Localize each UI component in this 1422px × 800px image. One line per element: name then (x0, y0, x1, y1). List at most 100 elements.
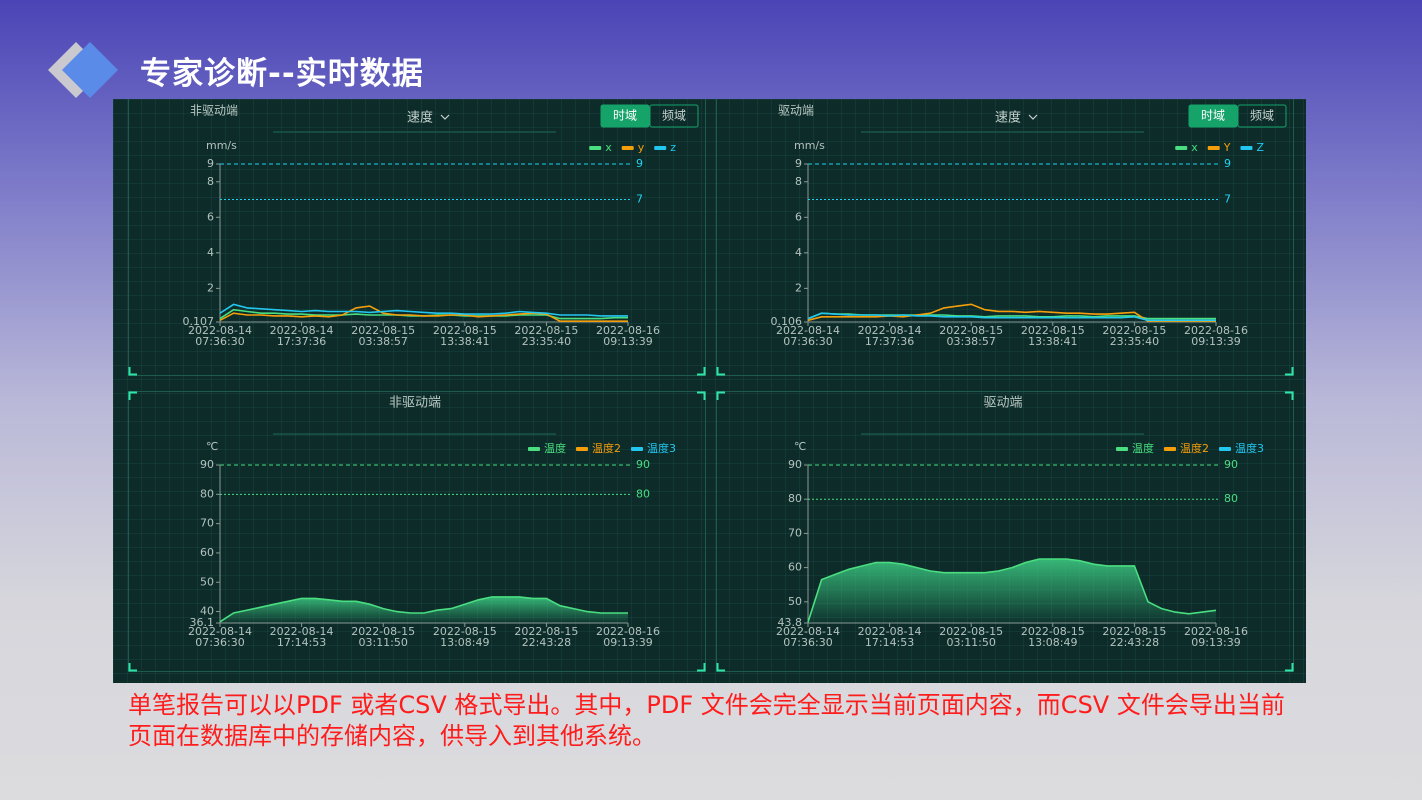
x-tick-label: 2022-08-14 17:14:53 (269, 625, 334, 649)
chart-panel: 非驱动端 ℃ 温度3 温度2 温度 36.1 40 50 60 70 80 90 90 80 2022-08… (128, 391, 706, 672)
mark-line-label: 90 (636, 458, 650, 471)
y-tick-label: 36.1 (190, 616, 215, 629)
x-tick-label: 2022-08-14 07:36:30 (776, 625, 840, 649)
y-tick-label: 6 (207, 210, 214, 223)
x-tick-label: 2022-08-14 07:36:30 (188, 324, 252, 348)
panel-title: 非驱动端 (389, 396, 441, 411)
legend-label: Z (1256, 141, 1264, 154)
x-tick-label: 2022-08-15 13:08:49 (432, 625, 497, 649)
x-tick-label: 2022-08-15 03:11:50 (939, 625, 1004, 649)
legend-label: y (638, 141, 645, 154)
x-tick-label: 2022-08-15 13:38:41 (1020, 324, 1085, 348)
corner-mark (716, 391, 725, 400)
series-line (219, 596, 628, 623)
panel-border (716, 391, 1294, 672)
x-tick-label: 2022-08-15 03:11:50 (351, 625, 416, 649)
tab-button[interactable] (1188, 104, 1238, 128)
y-tick-label: 90 (200, 458, 214, 471)
legend-label: 温度 (1132, 441, 1154, 455)
legend-swatch (1175, 146, 1188, 150)
tab-label[interactable]: 频域 (1250, 109, 1274, 123)
x-tick-label: 2022-08-14 07:36:30 (188, 625, 252, 649)
y-tick-label: 0.106 (771, 315, 803, 328)
corner-mark (128, 367, 137, 376)
x-tick-label: 2022-08-14 07:36:30 (776, 324, 840, 348)
panel-border (128, 99, 706, 376)
y-tick-label: 80 (788, 492, 802, 505)
x-tick-label: 2022-08-15 22:43:28 (514, 625, 579, 649)
panel-title: 驱动端 (778, 104, 814, 118)
legend-swatch (1116, 447, 1128, 451)
tab-button[interactable] (1237, 104, 1287, 128)
chart: 驱动端 速度 时域 频域 mm/s Z Yx 0.106 2 4 6 8 9 9 7 (716, 99, 1294, 376)
y-tick-label: 40 (200, 605, 214, 618)
tab-button[interactable] (600, 104, 650, 128)
logo-diamond (62, 42, 118, 98)
y-tick-label: 80 (200, 487, 214, 500)
legend-swatch (631, 447, 643, 451)
x-tick-label: 2022-08-15 03:38:57 (351, 324, 416, 348)
corner-mark (1285, 367, 1294, 376)
legend-swatch (1207, 146, 1220, 150)
legend-swatch (1219, 447, 1231, 451)
logo-icon (48, 42, 118, 98)
mark-line-label: 80 (1224, 492, 1238, 505)
corner-mark (697, 663, 706, 672)
tab-label[interactable]: 时域 (613, 109, 637, 123)
legend-swatch (621, 146, 634, 150)
mark-line-label: 90 (1224, 458, 1238, 471)
chart: 驱动端 ℃ 温度3 温度2 温度 43.8 50 60 70 80 90 90 80 (716, 391, 1294, 672)
panel-title: 非驱动端 (190, 104, 238, 118)
legend-swatch (528, 447, 540, 451)
y-unit: mm/s (206, 139, 237, 152)
chart-panel: 驱动端 ℃ 温度3 温度2 温度 43.8 50 60 70 80 90 90 80 2022-08-14… (716, 391, 1294, 672)
y-tick-label: 60 (788, 561, 802, 574)
chart-panel: 非驱动端 速度 时域 频域 mm/s z y x 0.107 2 4 6 8 9 9 7 2022-08-14 … (128, 99, 706, 376)
dashboard: 非驱动端 速度 时域 频域 mm/s z y x 0.107 2 4 6 8 9 9 7 2022-08-14 … (113, 99, 1306, 683)
mark-line-label: 9 (636, 157, 643, 170)
y-unit: ℃ (206, 440, 218, 453)
chart: 非驱动端 速度 时域 频域 mm/s z y x 0.107 2 4 6 8 9 9 7 (128, 99, 706, 376)
selector-chevron (440, 114, 450, 120)
y-tick-label: 70 (788, 526, 802, 539)
x-tick-label: 2022-08-16 09:13:39 (1184, 625, 1248, 649)
mark-line-label: 7 (1224, 193, 1231, 206)
tab-label[interactable]: 时域 (1201, 109, 1225, 123)
legend-label: Y (1223, 141, 1231, 154)
legend-label: z (670, 141, 676, 154)
tab-label[interactable]: 频域 (662, 109, 686, 123)
x-tick-label: 2022-08-16 09:13:39 (1184, 324, 1248, 348)
selector-chevron (1028, 114, 1038, 120)
y-tick-label: 2 (795, 281, 802, 294)
area (220, 596, 628, 623)
x-tick-label: 2022-08-15 23:35:40 (514, 324, 579, 348)
selector[interactable]: 速度 (407, 110, 433, 126)
y-tick-label: 60 (200, 546, 214, 559)
series-line (219, 305, 628, 322)
corner-mark (128, 391, 137, 400)
mark-line-label: 7 (636, 193, 643, 206)
y-unit: mm/s (794, 139, 825, 152)
legend-label: 温度2 (1180, 441, 1209, 455)
tab-button[interactable] (649, 104, 699, 128)
corner-mark (716, 367, 725, 376)
x-tick-label: 2022-08-14 17:37:36 (857, 324, 922, 348)
mark-line-label: 80 (636, 487, 650, 500)
panel-title: 驱动端 (983, 396, 1022, 411)
selector[interactable]: 速度 (995, 110, 1021, 126)
y-tick-label: 50 (200, 575, 214, 588)
legend-swatch (654, 146, 667, 150)
page-title: 专家诊断--实时数据 (140, 56, 424, 92)
x-tick-label: 2022-08-16 09:13:39 (596, 324, 660, 348)
series-line (807, 303, 1216, 322)
series-line (219, 303, 628, 317)
series-line (219, 308, 628, 320)
y-unit: ℃ (794, 440, 806, 453)
series-line (807, 312, 1216, 322)
y-tick-label: 4 (207, 246, 214, 259)
corner-mark (716, 663, 725, 672)
y-tick-label: 90 (788, 458, 802, 471)
legend-label: 温度3 (1235, 441, 1264, 455)
